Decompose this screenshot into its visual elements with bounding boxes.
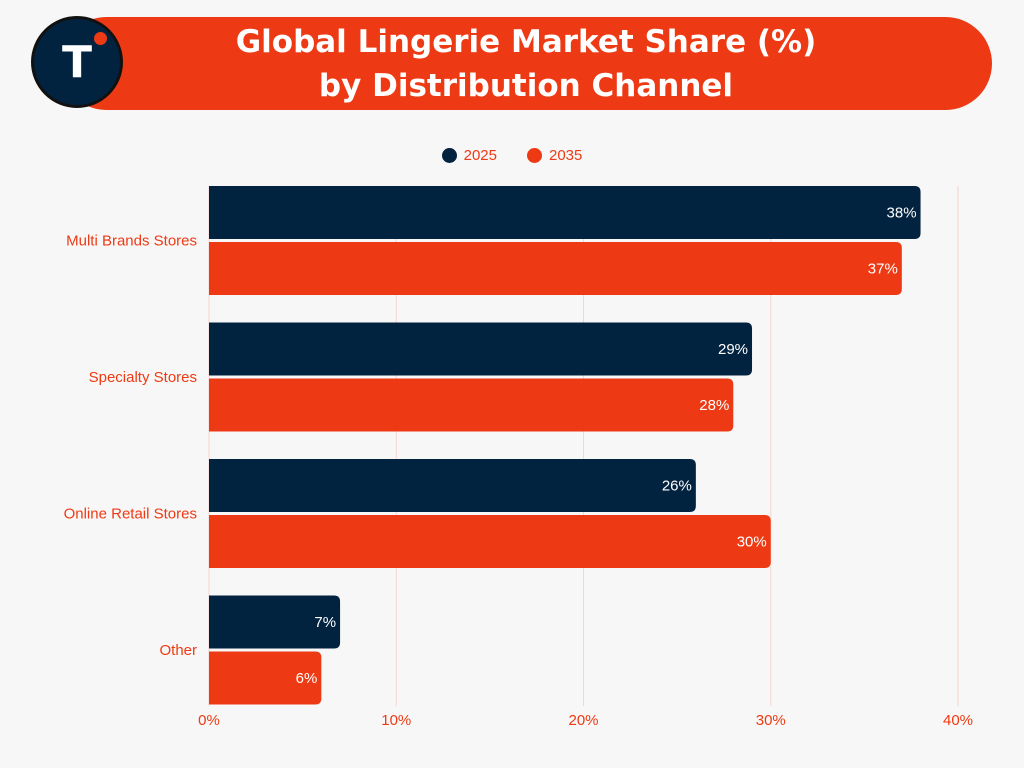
bar-2025-3: [209, 595, 341, 649]
chart-legend: 2025 2035: [0, 147, 1024, 164]
t-logo-icon: T: [31, 16, 123, 108]
x-tick-label-1: 10%: [381, 712, 411, 729]
bar-2035-3: [209, 651, 322, 705]
chart-title-line-2: by Distribution Channel: [318, 67, 734, 104]
logo-dot: [94, 32, 107, 45]
bar-2035-2: [209, 515, 771, 568]
legend-swatch-2035: [527, 148, 542, 163]
x-tick-label-0: 0%: [198, 712, 220, 729]
category-label-3: Other: [159, 642, 197, 659]
category-label-0: Multi Brands Stores: [66, 233, 197, 250]
category-label-1: Specialty Stores: [89, 369, 197, 386]
data-label-2025-2: 26%: [662, 478, 692, 495]
title-banner: [60, 17, 992, 110]
x-tick-label-4: 40%: [943, 712, 973, 729]
data-label-2035-0: 37%: [868, 261, 898, 278]
data-label-2025-1: 29%: [718, 341, 748, 358]
logo-letter: T: [61, 36, 92, 88]
legend-item-2025: 2025: [441, 147, 497, 164]
legend-label-2035: 2035: [549, 147, 583, 164]
data-label-2025-3: 7%: [314, 614, 336, 631]
data-label-2035-3: 6%: [296, 670, 318, 687]
legend-item-2035: 2035: [527, 147, 582, 164]
bar-2025-0: [209, 186, 921, 239]
bar-2035-0: [209, 242, 902, 295]
legend-label-2025: 2025: [463, 147, 497, 164]
data-label-2035-1: 28%: [699, 397, 729, 414]
data-label-2025-0: 38%: [887, 205, 917, 222]
data-label-2035-2: 30%: [737, 534, 767, 551]
x-tick-label-3: 30%: [756, 712, 786, 729]
category-label-2: Online Retail Stores: [64, 506, 197, 523]
bar-2025-2: [209, 459, 696, 512]
chart-title: Global Lingerie Market Share (%) by Dist…: [60, 17, 992, 110]
x-tick-label-2: 20%: [568, 712, 598, 729]
chart-title-line-1: Global Lingerie Market Share (%): [235, 23, 817, 60]
bar-2035-1: [209, 378, 734, 432]
bar-2025-1: [209, 322, 753, 376]
legend-swatch-2025: [441, 148, 457, 163]
